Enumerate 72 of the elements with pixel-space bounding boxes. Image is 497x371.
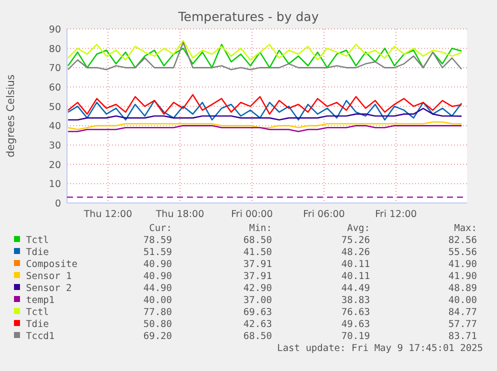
text: 68.50 xyxy=(243,235,272,246)
text: Last update: Fri May 9 17:45:01 2025 xyxy=(277,343,483,354)
line-series xyxy=(67,94,462,115)
text: 68.50 xyxy=(243,331,272,342)
text: Max: xyxy=(454,223,477,234)
text: Min: xyxy=(249,223,272,234)
x-tick-label: Thu 12:00 xyxy=(82,209,132,220)
legend-label: Tdie xyxy=(26,247,50,258)
text: 41.90 xyxy=(448,271,478,282)
text: 70.19 xyxy=(341,331,370,342)
line-series xyxy=(67,121,462,130)
line-series xyxy=(67,40,462,61)
y-tick-label: 80 xyxy=(48,44,61,55)
text: 37.91 xyxy=(243,259,272,270)
x-tick-label: Fri 00:00 xyxy=(231,209,273,220)
text: Avg: xyxy=(347,223,370,234)
legend-label: Sensor 2 xyxy=(26,283,72,294)
x-tick-label: Fri 12:00 xyxy=(375,209,417,220)
text: 48.26 xyxy=(341,247,370,258)
line-series xyxy=(67,108,462,121)
text: 78.59 xyxy=(143,235,172,246)
y-tick-label: 50 xyxy=(48,102,61,113)
text: 50.80 xyxy=(143,319,172,330)
text: 40.90 xyxy=(143,271,172,282)
text: 44.90 xyxy=(143,283,172,294)
text: Cur: xyxy=(149,223,172,234)
text: 40.00 xyxy=(448,295,478,306)
text: 37.91 xyxy=(243,271,272,282)
text: 49.63 xyxy=(341,319,370,330)
legend-label: Tdie xyxy=(26,319,50,330)
text: 69.20 xyxy=(143,331,172,342)
legend-label: Sensor 1 xyxy=(26,271,72,282)
text: 48.89 xyxy=(448,283,478,294)
y-tick-label: 0 xyxy=(54,198,61,210)
text: 37.00 xyxy=(243,295,272,306)
y-tick-label: 90 xyxy=(48,24,61,36)
text: 77.80 xyxy=(143,307,172,318)
y-tick-label: 70 xyxy=(48,63,61,74)
text: 40.90 xyxy=(143,259,172,270)
y-tick-label: 20 xyxy=(48,160,61,171)
line-series xyxy=(67,100,462,121)
text: 40.11 xyxy=(341,271,370,282)
x-tick-label: Fri 06:00 xyxy=(303,209,345,220)
text: 57.77 xyxy=(448,319,477,330)
y-tick-label: 30 xyxy=(48,140,61,152)
y-tick-label: 60 xyxy=(48,82,61,94)
text: 38.83 xyxy=(341,295,370,306)
text: 42.63 xyxy=(243,319,272,330)
text: 41.50 xyxy=(243,247,272,258)
legend-label: Tctl xyxy=(26,235,49,246)
text: 76.63 xyxy=(341,307,370,318)
text: 75.26 xyxy=(341,235,370,246)
text: 42.90 xyxy=(243,283,272,294)
legend-label: Composite xyxy=(26,259,78,270)
text: 83.71 xyxy=(448,331,478,342)
text: 82.56 xyxy=(448,235,478,246)
x-tick-label: Thu 18:00 xyxy=(154,209,204,220)
y-axis-title: degrees Celsius xyxy=(5,74,17,158)
text: 84.77 xyxy=(448,307,477,318)
text: 51.59 xyxy=(143,247,172,258)
legend-label: Tccd1 xyxy=(26,331,55,342)
text: 69.63 xyxy=(243,307,272,318)
chart-title: Temperatures - by day xyxy=(177,9,320,24)
text: 41.90 xyxy=(448,259,478,270)
text: 55.56 xyxy=(448,247,478,258)
legend-label: Tctl xyxy=(26,307,49,318)
y-tick-label: 10 xyxy=(48,179,61,190)
y-tick-label: 40 xyxy=(48,121,61,132)
legend-label: temp1 xyxy=(26,295,55,306)
text: 44.49 xyxy=(341,283,370,294)
text: 40.00 xyxy=(143,295,172,306)
text: 40.11 xyxy=(341,259,370,270)
